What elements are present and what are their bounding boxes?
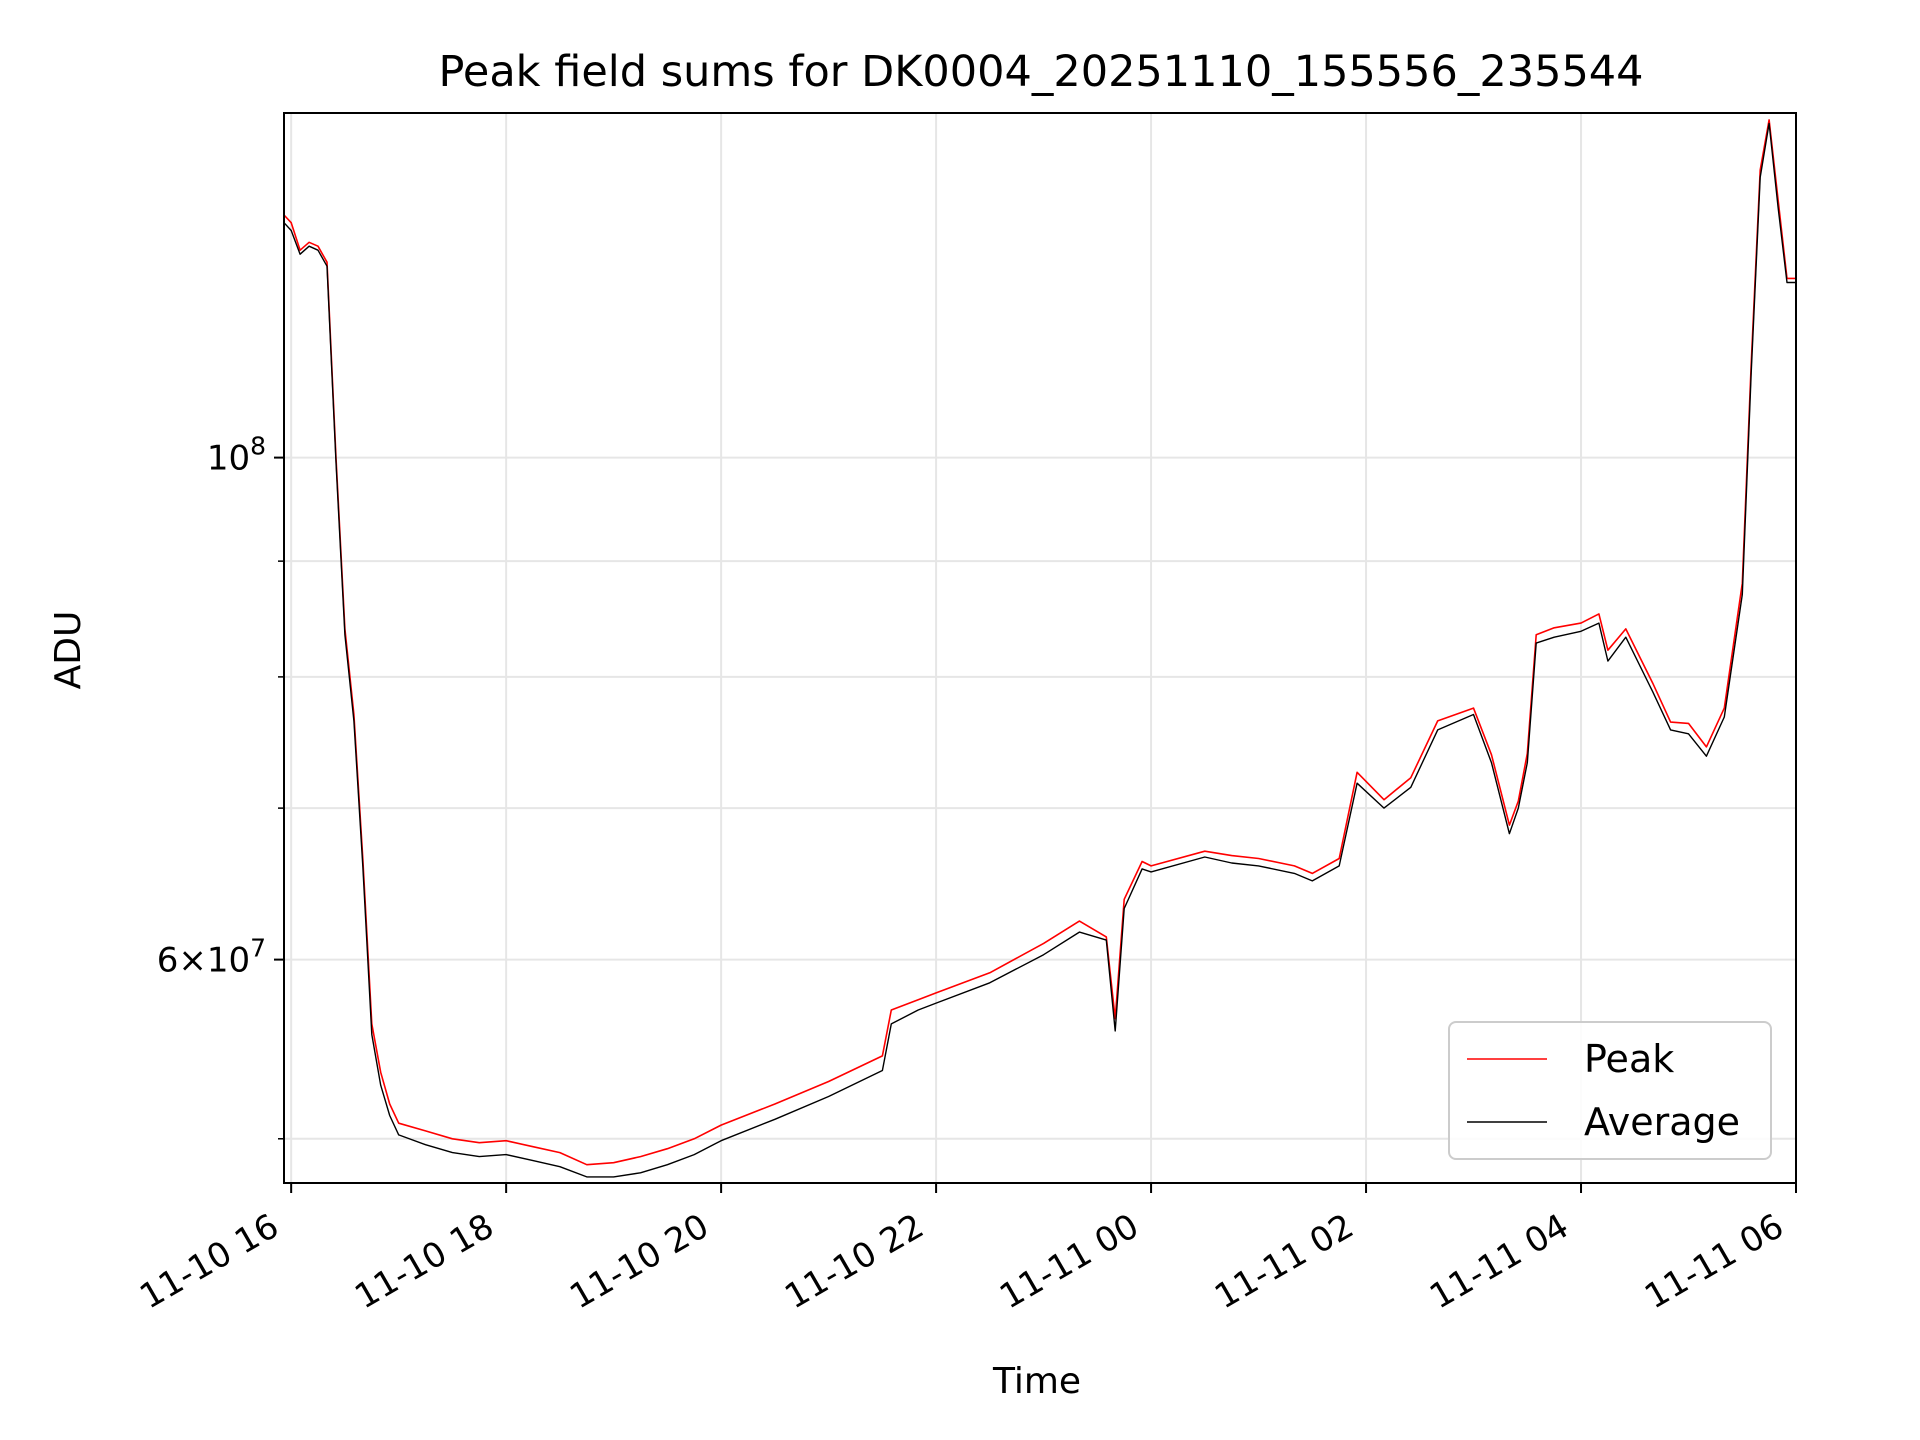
- series-lines: [283, 119, 1796, 1178]
- y-axis: 108 6×107: [157, 432, 284, 1140]
- series-peak-line: [283, 119, 1796, 1166]
- legend-box: [1448, 1021, 1772, 1160]
- plot-frame: [283, 112, 1797, 1184]
- legend: Peak Average: [1448, 1021, 1772, 1160]
- series-average-line: [283, 122, 1796, 1178]
- x-axis-label: Time: [992, 1361, 1081, 1402]
- y-axis-label: ADU: [48, 611, 89, 690]
- y-tick-label: 108: [207, 432, 266, 479]
- legend-peak-label: Peak: [1584, 1037, 1674, 1081]
- chart-title: Peak field sums for DK0004_20251110_1555…: [438, 47, 1643, 97]
- y-tick-label: 6×107: [157, 934, 266, 981]
- legend-average-label: Average: [1584, 1100, 1740, 1144]
